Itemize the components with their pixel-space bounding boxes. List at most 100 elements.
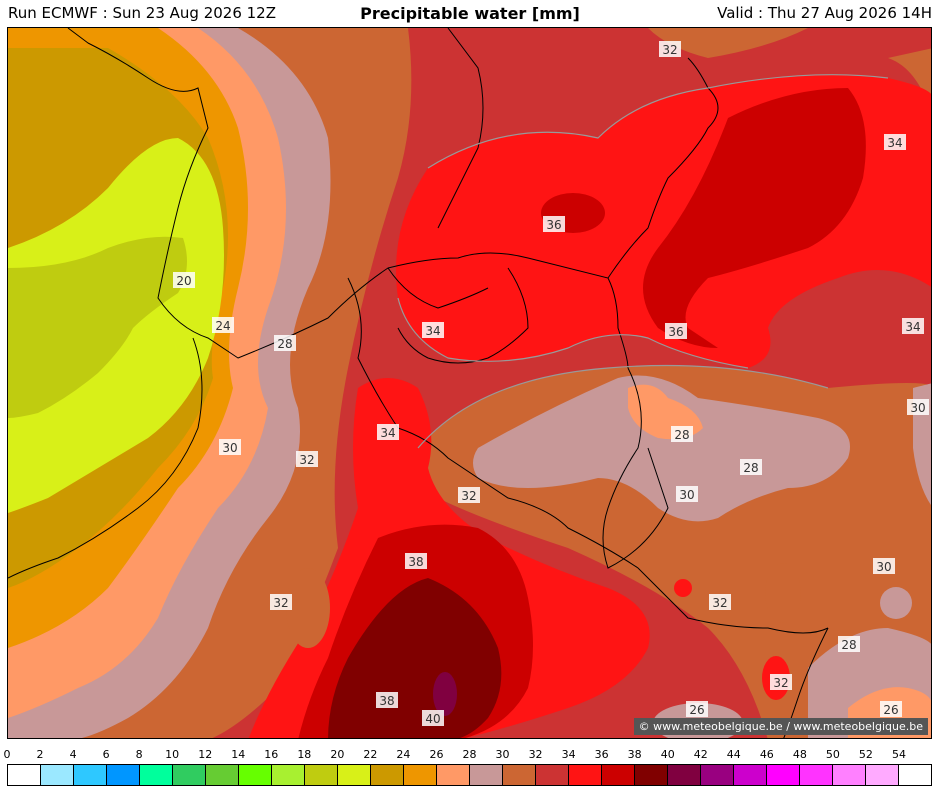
svg-text:38: 38	[379, 694, 394, 708]
colorbar-swatch	[173, 765, 206, 785]
colorbar-tick-label: 22	[363, 748, 378, 761]
contour-label: 30	[907, 399, 929, 415]
colorbar-tick-label: 32	[528, 748, 543, 761]
colorbar-tick-labels: 0 2 4 6 8 10 12 14 16 18 20 22 24 26 28 30 32 34 36 38 40 42 4…	[0, 748, 940, 762]
colorbar-swatch	[206, 765, 239, 785]
colorbar-swatch	[272, 765, 305, 785]
svg-text:36: 36	[546, 218, 561, 232]
colorbar-swatch	[668, 765, 701, 785]
svg-text:38: 38	[408, 555, 423, 569]
precipitable-water-map[interactable]: 32 34 36 34 36 34 30 28 28 30 20 24 28 3…	[7, 27, 932, 739]
contour-label: 38	[376, 692, 398, 708]
svg-text:32: 32	[773, 676, 788, 690]
colorbar-tick-label: 4	[69, 748, 77, 761]
contour-label: 30	[873, 558, 895, 574]
run-info: Run ECMWF : Sun 23 Aug 2026 12Z	[8, 4, 276, 22]
colorbar-swatch	[866, 765, 899, 785]
svg-text:30: 30	[222, 441, 237, 455]
colorbar-tick-label: 8	[135, 748, 143, 761]
colorbar-swatch	[305, 765, 338, 785]
svg-text:24: 24	[215, 319, 230, 333]
colorbar-swatch	[635, 765, 668, 785]
colorbar-tick-label: 50	[825, 748, 840, 761]
contour-label: 36	[665, 323, 687, 339]
colorbar-swatch	[338, 765, 371, 785]
contour-label: 28	[274, 335, 296, 351]
colorbar-swatch	[371, 765, 404, 785]
contour-label: 30	[676, 486, 698, 502]
contour-label: 34	[884, 134, 906, 150]
contour-labels: 32 34 36 34 36 34 30 28 28 30 20 24 28 3…	[173, 41, 929, 726]
credit-label[interactable]: © www.meteobelgique.be / www.meteobelgiq…	[633, 718, 928, 735]
contour-label: 32	[296, 451, 318, 467]
contour-label: 34	[902, 318, 924, 334]
svg-text:32: 32	[712, 596, 727, 610]
colorbar-swatch	[470, 765, 503, 785]
colorbar-tick-label: 2	[36, 748, 44, 761]
colorbar-tick-label: 34	[561, 748, 576, 761]
contour-label: 32	[458, 487, 480, 503]
field-40-42-core	[433, 672, 457, 716]
svg-text:34: 34	[887, 136, 902, 150]
contour-label: 24	[212, 317, 234, 333]
colorbar-swatch	[833, 765, 866, 785]
contour-label: 28	[671, 426, 693, 442]
svg-text:34: 34	[425, 324, 440, 338]
colorbar-tick-label: 26	[429, 748, 444, 761]
svg-text:30: 30	[910, 401, 925, 415]
colorbar-swatch	[569, 765, 602, 785]
map-title: Precipitable water [mm]	[360, 4, 580, 23]
field-18-20-west	[8, 236, 187, 418]
colorbar-tick-label: 10	[165, 748, 180, 761]
colorbar-tick-label: 16	[264, 748, 279, 761]
svg-text:32: 32	[299, 453, 314, 467]
svg-text:28: 28	[841, 638, 856, 652]
contour-label: 34	[422, 322, 444, 338]
svg-text:34: 34	[905, 320, 920, 334]
colorbar-swatch	[701, 765, 734, 785]
colorbar-swatch	[536, 765, 569, 785]
colorbar-tick-label: 38	[627, 748, 642, 761]
contour-label: 38	[405, 553, 427, 569]
colorbar-tick-label: 44	[726, 748, 741, 761]
colorbar-swatch	[800, 765, 833, 785]
svg-text:26: 26	[883, 703, 898, 717]
colorbar-tick-label: 46	[759, 748, 774, 761]
contour-label: 20	[173, 272, 195, 288]
colorbar-swatch	[734, 765, 767, 785]
colorbar-tick-label: 0	[3, 748, 11, 761]
svg-text:30: 30	[876, 560, 891, 574]
colorbar-swatch	[107, 765, 140, 785]
contour-label: 34	[377, 424, 399, 440]
svg-text:26: 26	[689, 703, 704, 717]
contour-label: 32	[659, 41, 681, 57]
contour-label: 36	[543, 216, 565, 232]
colorbar-swatch	[8, 765, 41, 785]
colorbar-tick-label: 36	[594, 748, 609, 761]
contour-label: 26	[880, 701, 902, 717]
contour-label: 30	[219, 439, 241, 455]
field-36-38-ne	[643, 88, 866, 348]
colorbar-swatch	[41, 765, 74, 785]
colorbar-swatch	[503, 765, 536, 785]
field-28-30-central	[473, 375, 850, 522]
svg-text:32: 32	[273, 596, 288, 610]
svg-text:40: 40	[425, 712, 440, 726]
colorbar-tick-label: 28	[462, 748, 477, 761]
svg-text:32: 32	[461, 489, 476, 503]
colorbar-tick-label: 18	[297, 748, 312, 761]
svg-text:30: 30	[679, 488, 694, 502]
contour-label: 40	[422, 710, 444, 726]
colorbar-tick-label: 54	[891, 748, 906, 761]
colorbar-swatch	[404, 765, 437, 785]
svg-text:20: 20	[176, 274, 191, 288]
colorbar-tick-label: 30	[495, 748, 510, 761]
colorbar-tick-label: 40	[660, 748, 675, 761]
colorbar-tick-label: 52	[858, 748, 873, 761]
colorbar	[7, 764, 932, 786]
colorbar-tick-label: 6	[102, 748, 110, 761]
contour-label: 26	[686, 701, 708, 717]
map-canvas: 32 34 36 34 36 34 30 28 28 30 20 24 28 3…	[8, 28, 931, 738]
colorbar-swatch	[437, 765, 470, 785]
svg-text:28: 28	[277, 337, 292, 351]
